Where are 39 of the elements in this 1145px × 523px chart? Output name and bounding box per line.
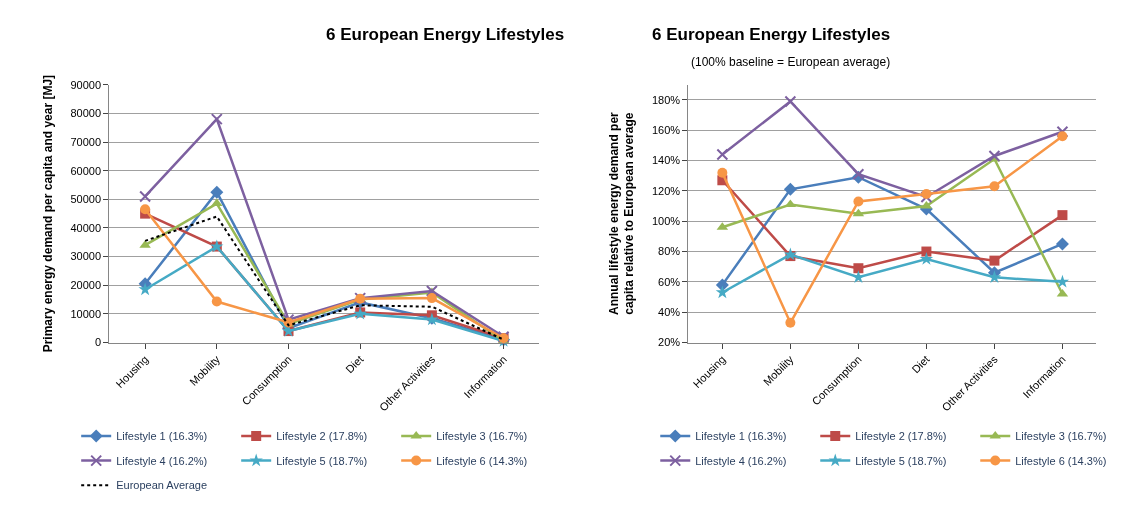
legend-label: Lifestyle 2 (17.8%) (276, 430, 368, 443)
y-tick-label: 10000 (70, 307, 102, 320)
y-tick-label: 100% (652, 215, 681, 228)
y-tick-label: 160% (652, 124, 681, 137)
legend-label: European Average (116, 479, 208, 492)
legend-label: Lifestyle 1 (16.3%) (695, 430, 787, 443)
y-tick-label: 70000 (70, 135, 102, 148)
x-tick-label: Diet (909, 353, 932, 376)
legend-label: Lifestyle 5 (18.7%) (855, 454, 947, 467)
y-tick-label: 40000 (70, 221, 102, 234)
y-tick-label: 50000 (70, 193, 102, 206)
legend-label: Lifestyle 3 (16.7%) (1015, 430, 1107, 443)
x-tick-label: Diet (343, 353, 366, 376)
legend-label: Lifestyle 2 (17.8%) (855, 430, 947, 443)
chart-title: 6 European Energy Lifestyles (326, 25, 565, 44)
y-tick-label: 80% (658, 245, 681, 258)
y-tick-label: 180% (652, 93, 681, 106)
y-tick-label: 60000 (70, 164, 102, 177)
y-tick-label: 30000 (70, 250, 102, 263)
legend-label: Lifestyle 1 (16.3%) (116, 430, 208, 443)
y-axis-title: Primary energy demand per capita and year [MJ] (40, 74, 55, 353)
legend-label: Lifestyle 4 (16.2%) (116, 454, 208, 467)
legend-label: Lifestyle 4 (16.2%) (695, 454, 787, 467)
y-tick-label: 140% (652, 154, 681, 167)
y-tick-label: 20000 (70, 279, 102, 292)
y-tick-label: 60% (658, 275, 681, 288)
y-tick-label: 80000 (70, 107, 102, 120)
y-tick-label: 90000 (70, 78, 102, 91)
y-tick-label: 40% (658, 306, 681, 319)
legend-label: Lifestyle 3 (16.7%) (436, 430, 528, 443)
legend-label: Lifestyle 6 (14.3%) (1015, 454, 1107, 467)
chart-title: 6 European Energy Lifestyles (652, 25, 891, 44)
legend-label: Lifestyle 5 (18.7%) (276, 454, 368, 467)
y-tick-label: 120% (652, 184, 681, 197)
y-tick-label: 20% (658, 336, 681, 349)
y-tick-label: 0 (94, 336, 102, 349)
legend-label: Lifestyle 6 (14.3%) (436, 454, 528, 467)
chart-subtitle: (100% baseline = European average) (691, 55, 891, 69)
y-axis-title: Annual lifestyle energy demand per capita relative to European average (606, 111, 637, 315)
